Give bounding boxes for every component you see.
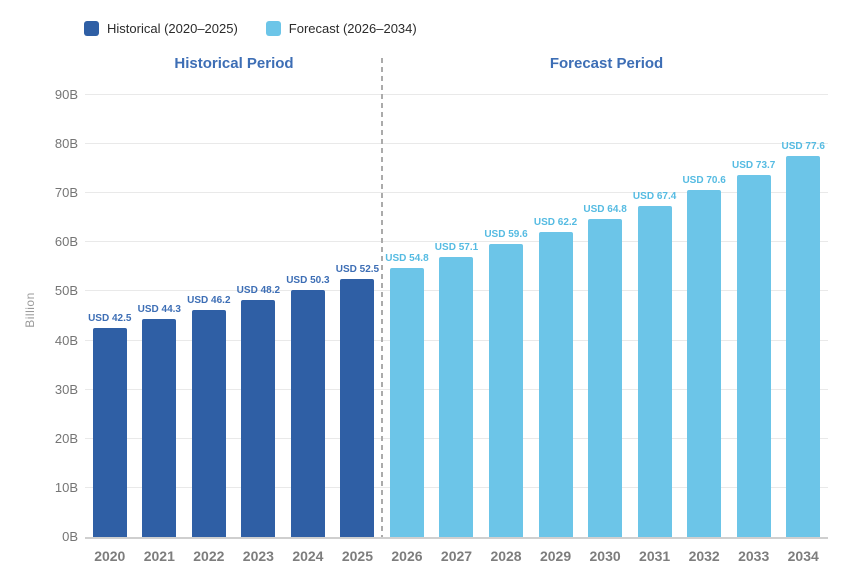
bar-slot-2030: USD 64.8	[580, 95, 630, 537]
x-tick-2033: 2033	[738, 548, 770, 564]
bar-slot-2023: USD 48.2	[234, 95, 284, 537]
y-tick-40B: 40B	[54, 332, 78, 348]
bar-value-label-2029: USD 62.2	[533, 216, 578, 228]
y-tick-60B: 60B	[54, 234, 78, 250]
x-tick-2024: 2024	[292, 548, 324, 564]
bar-value-label-2034: USD 77.6	[781, 140, 825, 152]
legend-label-forecast: Forecast (2026–2034)	[288, 21, 417, 36]
bar-value-label-2020: USD 42.5	[88, 313, 132, 325]
x-tick-2020: 2020	[94, 548, 126, 564]
bar-value-label-2027: USD 57.1	[434, 241, 479, 253]
x-tick-2023: 2023	[242, 548, 274, 564]
y-tick-30B: 30B	[54, 381, 78, 397]
bar-value-label-2032: USD 70.6	[682, 175, 726, 187]
bar-2025	[340, 279, 375, 537]
x-tick-2028: 2028	[490, 548, 522, 564]
bar-slot-2028: USD 59.6	[481, 95, 531, 537]
bar-slot-2022: USD 46.2	[184, 95, 234, 537]
y-axis-title: Billion	[23, 292, 37, 328]
y-tick-80B: 80B	[54, 136, 78, 152]
bar-value-label-2023: USD 48.2	[236, 285, 281, 297]
gridline-90B	[85, 94, 828, 95]
legend-label-historical: Historical (2020–2025)	[107, 21, 238, 36]
bar-2027	[439, 256, 474, 537]
y-tick-0B: 0B	[62, 529, 78, 544]
x-tick-2022: 2022	[193, 548, 225, 564]
forecast-period-label: Forecast Period	[549, 55, 664, 72]
bar-slot-2033: USD 73.7	[729, 95, 779, 537]
bar-2031	[637, 206, 672, 537]
gridline-60B	[85, 241, 828, 243]
bar-slot-2024: USD 50.3	[283, 95, 333, 537]
bar-value-label-2021: USD 44.3	[137, 304, 181, 316]
gridline-70B	[85, 192, 828, 194]
bar-2028	[489, 244, 524, 537]
y-tick-90B: 90B	[54, 87, 78, 102]
bar-2034	[786, 155, 821, 537]
x-axis-ticks: 2020 2021 2022 2023 2024 2025 2026 2027 2028 2029…	[85, 548, 828, 564]
bar-value-label-2033: USD 73.7	[731, 160, 776, 172]
y-tick-50B: 50B	[54, 283, 78, 299]
bar-slot-2032: USD 70.6	[679, 95, 729, 537]
bar-value-label-2025: USD 52.5	[335, 264, 380, 276]
bar-slot-2027: USD 57.1	[432, 95, 482, 537]
plot-area: USD 42.5 USD 44.3 USD 46.2 USD 48.2 USD 50.3…	[85, 58, 828, 539]
period-divider-line	[381, 58, 384, 537]
bars-container: USD 42.5 USD 44.3 USD 46.2 USD 48.2 USD 50.3…	[85, 95, 828, 537]
bar-value-label-2024: USD 50.3	[286, 274, 330, 286]
y-tick-10B: 10B	[54, 479, 78, 495]
bar-slot-2034: USD 77.6	[778, 95, 828, 537]
x-tick-2027: 2027	[440, 548, 473, 564]
x-tick-2026: 2026	[391, 548, 423, 564]
x-tick-2029: 2029	[539, 548, 572, 564]
bar-slot-2029: USD 62.2	[531, 95, 581, 537]
bar-2023	[241, 300, 276, 537]
x-tick-2032: 2032	[688, 548, 720, 564]
bar-2032	[687, 190, 722, 537]
historical-period-label: Historical Period	[174, 55, 294, 72]
y-tick-70B: 70B	[54, 185, 78, 201]
legend: Historical (2020–2025) Forecast (2026–20…	[84, 21, 417, 36]
bar-2033	[736, 175, 771, 537]
bar-slot-2021: USD 44.3	[135, 95, 185, 537]
bar-2022	[191, 310, 226, 537]
x-tick-2025: 2025	[341, 548, 373, 564]
bar-value-label-2028: USD 59.6	[484, 229, 528, 241]
bar-slot-2031: USD 67.4	[630, 95, 680, 537]
legend-item-forecast: Forecast (2026–2034)	[265, 21, 417, 36]
bar-2026	[389, 267, 424, 537]
legend-swatch-historical-icon	[84, 21, 99, 36]
bar-slot-2026: USD 54.8	[382, 95, 432, 537]
bar-2021	[142, 319, 177, 537]
x-tick-2031: 2031	[639, 548, 671, 564]
x-tick-2034: 2034	[787, 548, 819, 564]
bar-value-label-2030: USD 64.8	[583, 203, 627, 215]
gridline-80B	[85, 143, 828, 145]
bar-2030	[588, 218, 623, 537]
bar-slot-2020: USD 42.5	[85, 95, 135, 537]
bar-slot-2025: USD 52.5	[333, 95, 383, 537]
bar-value-label-2031: USD 67.4	[632, 191, 677, 202]
x-tick-2021: 2021	[143, 548, 175, 564]
y-tick-20B: 20B	[54, 430, 78, 446]
bar-2020	[92, 328, 127, 537]
legend-swatch-forecast-icon	[265, 21, 281, 36]
bar-2024	[290, 289, 325, 537]
bar-value-label-2022: USD 46.2	[187, 295, 231, 307]
bar-value-label-2026: USD 54.8	[385, 252, 429, 264]
legend-item-historical: Historical (2020–2025)	[84, 21, 238, 36]
x-tick-2030: 2030	[589, 548, 621, 564]
bar-2029	[538, 231, 573, 537]
